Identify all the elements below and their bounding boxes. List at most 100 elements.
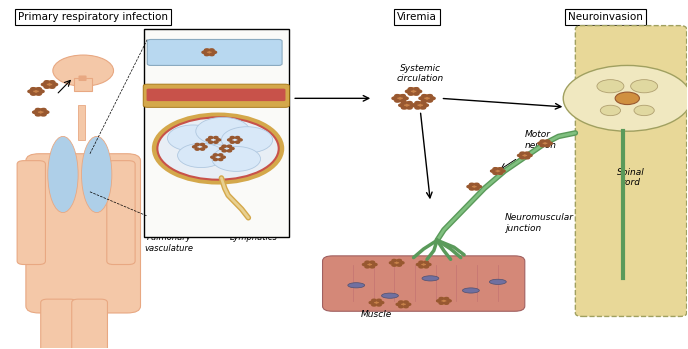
- Ellipse shape: [462, 288, 480, 293]
- Circle shape: [475, 183, 479, 185]
- Circle shape: [394, 95, 407, 102]
- Circle shape: [399, 301, 403, 303]
- Circle shape: [39, 90, 44, 92]
- Circle shape: [373, 263, 377, 266]
- Circle shape: [214, 141, 218, 143]
- Circle shape: [238, 139, 242, 141]
- Circle shape: [50, 86, 55, 88]
- Circle shape: [392, 259, 396, 262]
- Circle shape: [520, 152, 524, 154]
- Circle shape: [402, 102, 407, 104]
- Circle shape: [229, 137, 241, 143]
- Circle shape: [211, 156, 215, 158]
- Circle shape: [399, 305, 403, 308]
- Text: Systemic
circulation: Systemic circulation: [397, 64, 444, 83]
- Circle shape: [468, 184, 480, 190]
- Circle shape: [167, 125, 219, 151]
- Circle shape: [397, 259, 401, 262]
- Circle shape: [36, 88, 41, 90]
- Text: Airway: Airway: [221, 39, 252, 48]
- Circle shape: [370, 261, 374, 263]
- Ellipse shape: [422, 276, 439, 281]
- Circle shape: [364, 261, 376, 268]
- FancyBboxPatch shape: [147, 89, 286, 101]
- FancyBboxPatch shape: [78, 105, 85, 140]
- Text: Neuromuscular
junction: Neuromuscular junction: [504, 213, 574, 233]
- Circle shape: [517, 154, 522, 157]
- Circle shape: [222, 127, 272, 153]
- Circle shape: [31, 88, 36, 90]
- Circle shape: [200, 143, 204, 146]
- Circle shape: [30, 88, 43, 95]
- Text: Muscle: Muscle: [361, 310, 392, 319]
- Circle shape: [444, 302, 449, 304]
- Circle shape: [400, 100, 405, 102]
- Circle shape: [210, 49, 214, 51]
- Circle shape: [204, 49, 209, 51]
- Circle shape: [424, 261, 429, 263]
- Circle shape: [235, 136, 239, 139]
- Circle shape: [404, 305, 408, 308]
- Circle shape: [389, 262, 394, 264]
- Circle shape: [377, 304, 381, 306]
- Circle shape: [214, 136, 218, 139]
- FancyBboxPatch shape: [575, 25, 687, 317]
- Text: Neuroinvasion: Neuroinvasion: [568, 12, 643, 22]
- Text: Lymphatics: Lymphatics: [230, 233, 278, 242]
- Circle shape: [540, 140, 545, 142]
- FancyBboxPatch shape: [26, 154, 140, 313]
- Circle shape: [212, 147, 261, 171]
- Circle shape: [53, 55, 114, 86]
- Circle shape: [195, 143, 200, 146]
- Circle shape: [208, 141, 213, 143]
- Circle shape: [546, 140, 550, 142]
- Ellipse shape: [631, 80, 658, 93]
- Text: Primary respiratory infection: Primary respiratory infection: [19, 12, 169, 22]
- Circle shape: [204, 53, 209, 56]
- Circle shape: [227, 145, 231, 147]
- Circle shape: [412, 104, 417, 106]
- Circle shape: [44, 111, 49, 113]
- Circle shape: [405, 90, 410, 92]
- Circle shape: [372, 299, 376, 302]
- Circle shape: [369, 302, 374, 304]
- Circle shape: [414, 93, 419, 95]
- Circle shape: [207, 137, 219, 143]
- Circle shape: [32, 111, 37, 113]
- Circle shape: [43, 81, 56, 88]
- Circle shape: [431, 97, 435, 99]
- Circle shape: [467, 186, 471, 188]
- Circle shape: [34, 109, 47, 116]
- FancyBboxPatch shape: [323, 256, 525, 311]
- Circle shape: [438, 298, 450, 304]
- Circle shape: [221, 156, 225, 158]
- FancyBboxPatch shape: [78, 75, 87, 81]
- Ellipse shape: [81, 136, 112, 213]
- Circle shape: [203, 146, 207, 148]
- Circle shape: [36, 93, 41, 95]
- FancyBboxPatch shape: [72, 299, 107, 349]
- Circle shape: [365, 261, 369, 263]
- Circle shape: [538, 142, 542, 144]
- Ellipse shape: [489, 279, 506, 284]
- Circle shape: [525, 157, 530, 159]
- Circle shape: [402, 106, 407, 109]
- Ellipse shape: [634, 105, 654, 116]
- Circle shape: [540, 144, 545, 147]
- Circle shape: [222, 150, 226, 152]
- Circle shape: [407, 106, 412, 109]
- Circle shape: [44, 81, 49, 83]
- Circle shape: [44, 86, 49, 88]
- Circle shape: [407, 88, 420, 95]
- Circle shape: [377, 299, 381, 302]
- Circle shape: [213, 51, 217, 53]
- Circle shape: [158, 117, 279, 180]
- Circle shape: [427, 263, 431, 266]
- Text: Spinal
cord: Spinal cord: [616, 168, 645, 187]
- Circle shape: [212, 154, 224, 160]
- Circle shape: [409, 88, 413, 90]
- Circle shape: [469, 183, 474, 185]
- Circle shape: [563, 66, 688, 131]
- Circle shape: [520, 157, 524, 159]
- Ellipse shape: [382, 293, 398, 298]
